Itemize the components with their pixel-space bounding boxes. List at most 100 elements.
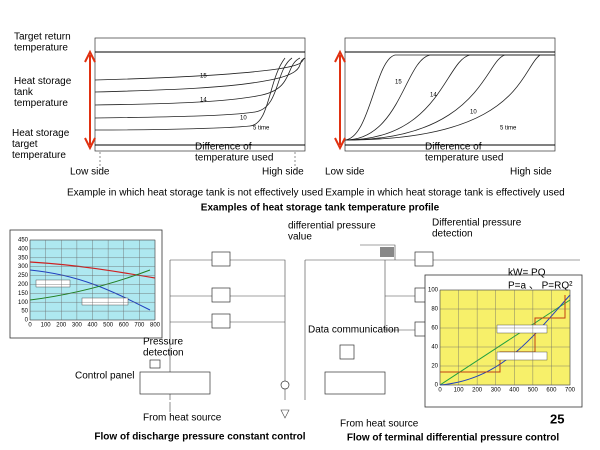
curve-label: 5 time (500, 126, 517, 132)
shape (139, 371, 211, 395)
curve-label: 14 (430, 93, 437, 99)
label: Difference of temperature used (425, 141, 503, 163)
curve (344, 54, 555, 141)
y-tick-label: 300 (18, 264, 29, 270)
temperature-arrow (84, 49, 96, 151)
legend-box (496, 351, 548, 361)
text-line: detection (143, 347, 184, 358)
text-line: detection (432, 228, 473, 239)
y-tick-label: 450 (18, 238, 29, 244)
shape (380, 247, 394, 257)
label: Low side (325, 167, 365, 178)
curve (94, 57, 286, 131)
y-tick-label: 0 (435, 383, 439, 389)
label: Heat storage target temperature (12, 128, 70, 161)
x-tick-label: 500 (528, 388, 539, 394)
label: differential pressure value (288, 220, 376, 242)
curve (94, 57, 306, 93)
curve (29, 269, 151, 301)
label: Difference of temperature used (195, 141, 273, 163)
label: High side (510, 167, 552, 178)
curve (439, 299, 571, 386)
y-tick-label: 400 (18, 246, 29, 252)
shape (169, 402, 290, 419)
x-tick-label: 500 (103, 323, 114, 329)
inset-plot (439, 289, 571, 386)
text-line: Target return (14, 31, 71, 42)
label: Target return temperature (14, 31, 71, 53)
discharge-control: Pressure detection Control panel From hea… (9, 229, 306, 443)
curve (344, 54, 555, 141)
y-tick-label: 20 (431, 364, 438, 370)
right-profile: 15 14 10 5 time Difference of temperature… (325, 37, 565, 199)
label: Heat storage tank temperature (14, 76, 72, 109)
shape (211, 287, 231, 303)
curve (94, 57, 301, 106)
x-tick-label: 400 (87, 323, 98, 329)
formula: P=a 、 P=RQ² (508, 281, 573, 292)
curve (94, 57, 293, 119)
curve (29, 261, 156, 279)
label: From heat source (340, 419, 419, 430)
text-line: value (288, 231, 312, 242)
y-tick-label: 250 (18, 273, 29, 279)
label: From heat source (143, 413, 222, 424)
text-line: Heat storage (12, 128, 70, 139)
y-tick-label: 200 (18, 282, 29, 288)
section-title: Examples of heat storage tank temperatur… (201, 203, 440, 214)
x-tick-label: 600 (119, 323, 130, 329)
x-tick-label: 700 (565, 388, 576, 394)
curve-label: 5 time (253, 126, 270, 132)
text-line: temperature used (195, 152, 273, 163)
text-line: Differential pressure (432, 217, 522, 228)
y-tick-label: 40 (431, 345, 438, 351)
y-tick-label: 80 (431, 307, 438, 313)
curve (94, 57, 306, 81)
left-profile: Target return temperature Heat storage tan… (12, 31, 323, 199)
curve-label: 15 (395, 80, 402, 86)
label: Pressure detection (143, 336, 184, 358)
label: High side (262, 167, 304, 178)
label: Differential pressure detection (432, 217, 522, 239)
label: Control panel (75, 371, 134, 382)
y-tick-label: 50 (21, 309, 28, 315)
text-line: temperature (14, 42, 68, 53)
temperature-arrow (334, 49, 346, 151)
page-number: 25 (550, 411, 564, 426)
caption: Flow of discharge pressure constant cont… (94, 432, 305, 443)
text-line: Difference of (195, 141, 252, 152)
text-line: temperature used (425, 152, 503, 163)
shape (324, 371, 386, 395)
curve-label: 15 (200, 74, 207, 80)
text-line: tank (14, 87, 34, 98)
x-tick-label: 0 (438, 388, 442, 394)
shape (211, 313, 231, 329)
curve-label: 14 (200, 98, 207, 104)
x-tick-label: 200 (56, 323, 67, 329)
y-tick-label: 100 (18, 300, 29, 306)
shape (414, 251, 434, 267)
text-line: Difference of (425, 141, 482, 152)
x-tick-label: 300 (72, 323, 83, 329)
legend-box (81, 297, 129, 306)
shape (339, 344, 355, 360)
legend-box (35, 279, 71, 288)
x-tick-label: 300 (491, 388, 502, 394)
text-line: Pressure (143, 336, 183, 347)
text-line: temperature (14, 98, 68, 109)
formula: kW= PQ (508, 268, 546, 279)
text-line: target (12, 139, 38, 150)
text-line: differential pressure (288, 220, 376, 231)
shape (149, 359, 161, 369)
piping (304, 244, 580, 400)
x-tick-label: 200 (472, 388, 483, 394)
legend-box (496, 324, 548, 334)
x-tick-label: 100 (41, 323, 52, 329)
chart-frame (344, 37, 556, 152)
curve-label: 10 (240, 116, 247, 122)
curve-label: 10 (470, 110, 477, 116)
x-tick-label: 700 (134, 323, 145, 329)
shape (211, 251, 231, 267)
x-tick-label: 400 (509, 388, 520, 394)
